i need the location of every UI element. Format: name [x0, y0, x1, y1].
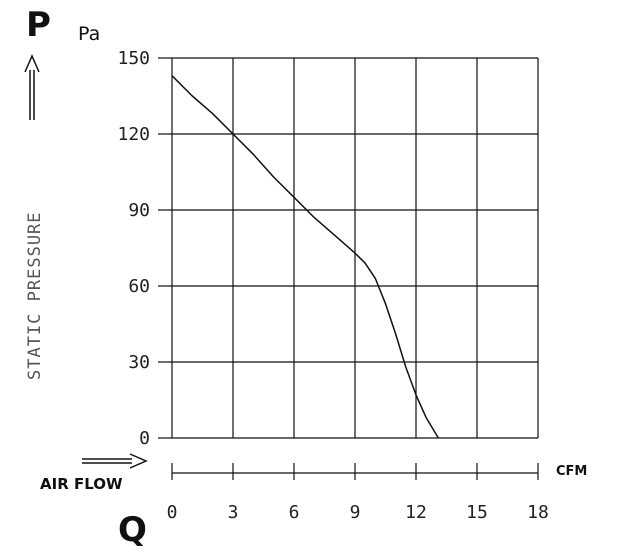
y-tick-label: 0 — [139, 428, 150, 449]
y-axis-title: STATIC PRESSURE — [25, 211, 45, 380]
pressure-up-arrow-icon — [24, 54, 40, 120]
x-axis-title: AIR FLOW — [40, 475, 123, 493]
curve-layer — [171, 75, 440, 439]
y-tick-label: 30 — [128, 352, 150, 373]
y-tick-label: 90 — [128, 200, 150, 221]
x-tick-label: 12 — [405, 502, 427, 523]
airflow-right-arrow-icon — [82, 453, 148, 469]
x-tick-label: 0 — [167, 502, 178, 523]
x-tick-label: 18 — [527, 502, 549, 523]
x-tick-label: 6 — [289, 502, 300, 523]
pressure-unit: Pa — [78, 23, 100, 45]
y-tick-label: 150 — [117, 48, 150, 69]
x-tick-label: 15 — [466, 502, 488, 523]
x-tick-label: 3 — [228, 502, 239, 523]
x-axis: 0 3 6 9 12 15 18 — [167, 463, 549, 523]
pressure-symbol: P — [26, 5, 51, 45]
y-tick-label: 120 — [117, 124, 150, 145]
y-tick-label: 60 — [128, 276, 150, 297]
y-axis-ticks: 0 30 60 90 120 150 — [117, 48, 172, 449]
grid — [171, 57, 539, 439]
x-unit-label: CFM — [556, 464, 587, 479]
pq-curve-line — [171, 75, 440, 439]
airflow-symbol: Q — [118, 510, 147, 550]
x-tick-label: 9 — [350, 502, 361, 523]
